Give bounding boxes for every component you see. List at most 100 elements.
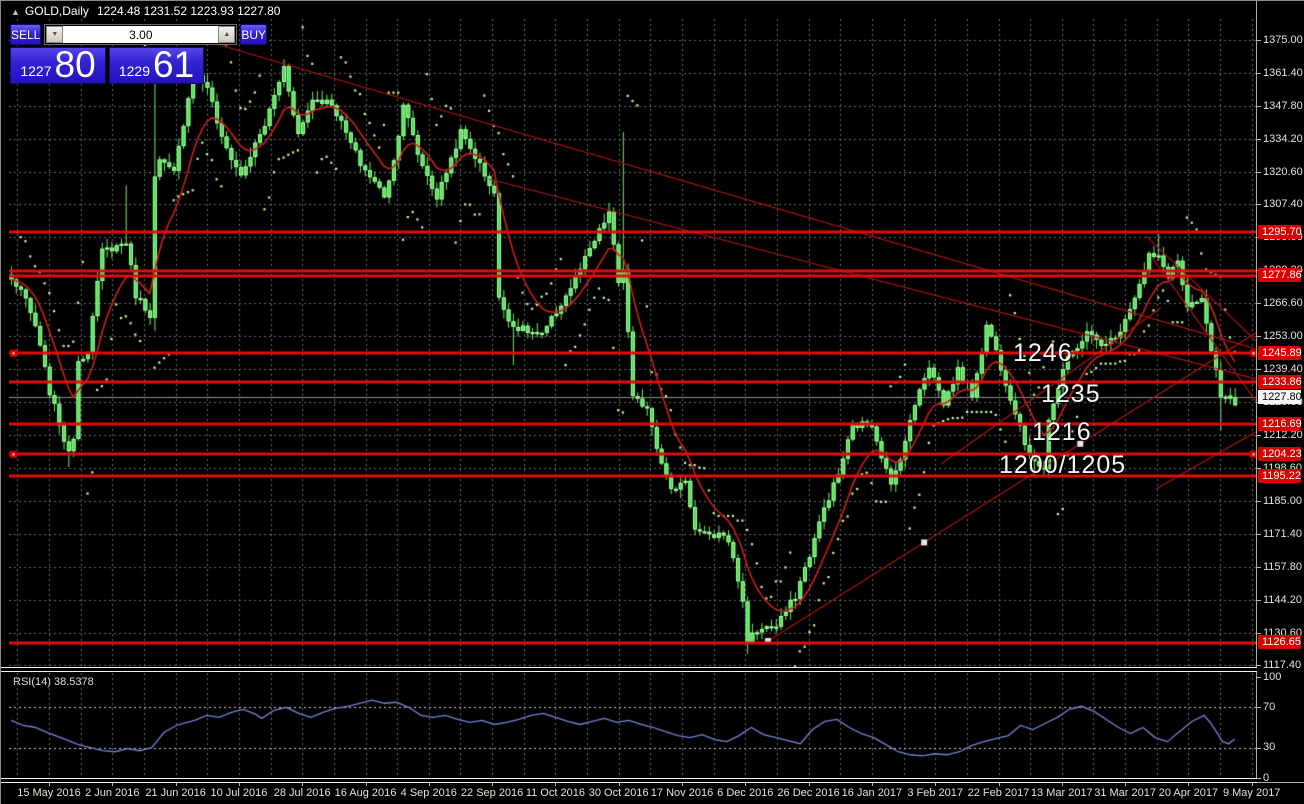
price-axis-tick: [1256, 665, 1261, 667]
price-axis-label: 1347.80: [1263, 99, 1303, 112]
date-axis-tick: [238, 782, 240, 786]
date-axis-label: 3 Feb 2017: [907, 787, 964, 799]
price-axis-label: 1361.40: [1263, 66, 1303, 79]
price-axis-tick: [1256, 204, 1261, 206]
buy-price-big: 61: [153, 44, 195, 85]
date-axis-label: 4 Sep 2016: [400, 787, 457, 799]
price-axis-label: 1144.20: [1263, 593, 1302, 606]
date-axis-label: 28 Jul 2016: [273, 787, 331, 799]
date-axis-tick: [365, 782, 367, 786]
rsi-axis-label: 30: [1263, 741, 1276, 754]
price-axis-tick: [1256, 633, 1261, 635]
price-axis-tick: [1256, 139, 1261, 140]
symbol-period-label: GOLD,Daily: [24, 4, 89, 18]
price-axis-label: 1320.60: [1263, 165, 1303, 178]
date-axis-label: 22 Sep 2016: [460, 787, 524, 799]
date-axis-tick: [1188, 782, 1190, 786]
date-axis-tick: [808, 782, 810, 786]
date-axis-label: 17 Nov 2016: [650, 787, 714, 799]
date-axis-label: 6 Dec 2016: [717, 787, 774, 799]
rsi-axis-tick: [1256, 778, 1261, 779]
price-axis-tick: [1256, 336, 1261, 338]
volume-spinner: ▼ ▲: [44, 24, 238, 45]
date-axis-label: 15 May 2016: [17, 787, 81, 799]
date-axis-label: 9 May 2017: [1222, 787, 1281, 799]
price-axis-label: 1171.40: [1263, 527, 1302, 540]
price-axis-tick: [1256, 40, 1261, 41]
date-axis-tick: [682, 782, 683, 786]
rsi-name: RSI(14): [13, 676, 51, 688]
sell-price-display[interactable]: 1227 80: [10, 44, 106, 85]
date-axis-tick: [998, 782, 1000, 786]
rsi-axis-tick: [1256, 677, 1261, 678]
date-axis-tick: [871, 782, 873, 786]
price-annotation: 1246: [1013, 339, 1073, 367]
date-axis-label: 16 Aug 2016: [334, 787, 397, 799]
price-level-badge: 1233.86: [1258, 374, 1302, 389]
price-level-badge: 1245.89: [1258, 345, 1302, 360]
sell-price-main: 1227: [20, 63, 52, 79]
date-axis-tick: [175, 782, 177, 786]
rsi-axis-tick: [1256, 707, 1261, 709]
rsi-value: 38.5378: [53, 676, 94, 688]
price-axis-label: 1375.00: [1263, 33, 1303, 46]
date-axis-tick: [49, 782, 50, 786]
one-click-trading-panel: SELL ▼ ▲ BUY 1227 80 1229 61: [10, 24, 268, 85]
ohlc-values: 1224.48 1231.52 1223.93 1227.80: [96, 4, 281, 18]
price-level-badge: 1126.65: [1258, 635, 1301, 650]
trade-buttons-row: SELL ▼ ▲ BUY: [10, 24, 268, 45]
price-axis-label: 1185.00: [1263, 494, 1302, 507]
rsi-label: RSI(14) 38.5378: [13, 676, 94, 688]
price-level-badge: 1195.22: [1258, 468, 1301, 483]
date-axis-label: 16 Jan 2017: [841, 787, 903, 799]
price-axis-label: 1307.40: [1263, 197, 1303, 210]
date-axis-tick: [492, 782, 494, 786]
price-axis-label: 1239.40: [1263, 362, 1303, 375]
date-axis-label: 2 Jun 2016: [85, 787, 140, 799]
price-axis-tick: [1256, 534, 1261, 536]
sell-price-big: 80: [54, 44, 96, 85]
date-axis-tick: [1251, 782, 1253, 786]
date-axis-label: 30 Oct 2016: [588, 787, 649, 799]
volume-input[interactable]: [63, 26, 219, 43]
price-level-badge: 1277.86: [1258, 268, 1302, 283]
main-price-chart[interactable]: [9, 19, 1256, 667]
price-axis-tick: [1256, 600, 1261, 602]
price-level-badge: 1216.69: [1258, 416, 1302, 431]
price-axis-label: 1266.60: [1263, 296, 1303, 309]
price-axis-line: [1256, 1, 1257, 782]
price-annotation: 1235: [1041, 380, 1101, 408]
date-axis-label: 10 Jul 2016: [210, 787, 268, 799]
price-axis-tick: [1256, 106, 1261, 107]
price-axis-label: 1212.20: [1263, 428, 1303, 441]
price-axis-tick: [1256, 468, 1261, 470]
price-annotation: 1216: [1032, 418, 1092, 446]
rsi-axis-label: 100: [1263, 670, 1282, 683]
chart-title-bar: ▲ GOLD,Daily 1224.48 1231.52 1223.93 1227.…: [11, 4, 280, 18]
price-axis-label: 1117.40: [1263, 658, 1302, 671]
date-axis-label: 20 Apr 2017: [1158, 787, 1219, 799]
rsi-indicator-chart[interactable]: [9, 673, 1256, 780]
buy-price-display[interactable]: 1229 61: [109, 44, 204, 85]
buy-price-main: 1229: [118, 63, 150, 79]
rsi-axis-label: 70: [1263, 700, 1276, 713]
rsi-dateaxis-separator: [1, 778, 1257, 783]
volume-decrease-button[interactable]: ▼: [46, 26, 64, 43]
volume-increase-button[interactable]: ▲: [218, 26, 236, 43]
date-axis-tick: [1125, 782, 1127, 786]
trade-prices-row: 1227 80 1229 61: [10, 44, 207, 85]
price-annotation: 1200/1205: [999, 451, 1127, 479]
chart-rsi-separator[interactable]: [1, 667, 1257, 672]
sell-button[interactable]: SELL: [10, 24, 42, 45]
price-level-badge: 1204.23: [1258, 446, 1302, 461]
price-axis-label: 1157.80: [1263, 560, 1302, 573]
date-axis-label: 26 Dec 2016: [777, 787, 840, 799]
date-axis-tick: [428, 782, 430, 786]
buy-button[interactable]: BUY: [240, 24, 268, 45]
price-axis-tick: [1256, 172, 1261, 173]
symbol-marker-icon: ▲: [11, 7, 20, 17]
date-axis-tick: [555, 782, 557, 786]
date-axis-label: 22 Feb 2017: [967, 787, 1030, 799]
price-axis-label: 1334.20: [1263, 132, 1303, 145]
price-axis-tick: [1256, 303, 1261, 305]
